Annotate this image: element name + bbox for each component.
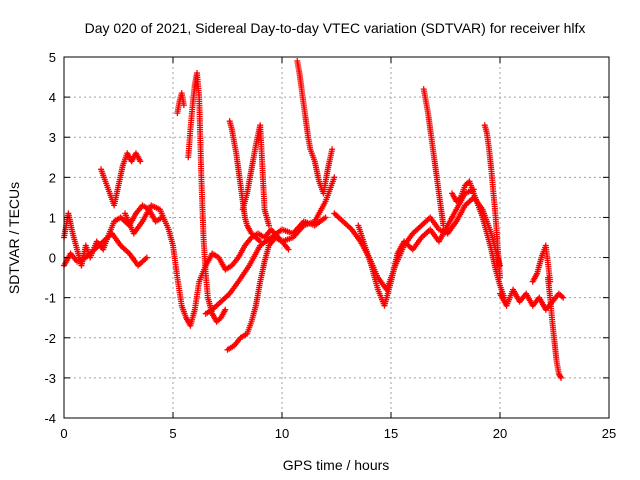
data-series-arc-14 <box>420 86 447 229</box>
data-layer <box>61 58 567 381</box>
y-tick-label: -3 <box>44 371 56 386</box>
data-point <box>143 254 150 261</box>
x-axis-label: GPS time / hours <box>283 457 390 473</box>
data-point <box>329 146 336 153</box>
data-point <box>180 102 187 109</box>
data-series-arc-5 <box>174 90 187 117</box>
y-tick-label: -4 <box>44 411 56 426</box>
data-point <box>322 214 329 221</box>
x-tick-label: 15 <box>384 426 398 441</box>
y-tick-label: 2 <box>49 170 56 185</box>
data-point <box>557 373 564 380</box>
y-tick-label: -2 <box>44 331 56 346</box>
data-point <box>222 306 229 313</box>
data-series-arc-11 <box>294 58 336 197</box>
data-point <box>440 222 447 229</box>
x-tick-label: 20 <box>493 426 507 441</box>
data-series-arc-19 <box>544 274 565 381</box>
y-tick-label: 5 <box>49 50 56 65</box>
data-point <box>558 374 565 381</box>
y-tick-label: 0 <box>49 251 56 266</box>
data-point <box>285 246 292 253</box>
x-tick-label: 0 <box>60 426 67 441</box>
y-tick-label: 4 <box>49 90 56 105</box>
y-tick-label: 3 <box>49 130 56 145</box>
data-point <box>497 274 503 281</box>
grid-layer <box>64 57 609 418</box>
y-tick-label: 1 <box>49 210 56 225</box>
chart-title: Day 020 of 2021, Sidereal Day-to-day VTE… <box>85 20 586 36</box>
data-series-arc-3 <box>98 150 144 209</box>
x-tick-label: 25 <box>602 426 616 441</box>
data-series-arc-8 <box>224 234 292 353</box>
tick-layer: -4 -3 -2 -1 0 1 2 3 4 5 0 5 10 15 20 25 <box>44 50 616 441</box>
y-axis-label: SDTVAR / TECUs <box>6 182 22 294</box>
data-series-arc-13 <box>355 186 477 309</box>
data-series-arc-10 <box>239 122 272 229</box>
data-series-arc-7 <box>202 214 329 317</box>
x-tick-label: 10 <box>275 426 289 441</box>
data-point <box>137 158 144 165</box>
data-series-arc-16 <box>481 122 503 281</box>
y-tick-label: -1 <box>44 291 56 306</box>
data-point <box>257 238 264 245</box>
x-tick-label: 5 <box>169 426 176 441</box>
data-point <box>265 222 272 229</box>
data-point <box>497 262 503 269</box>
plot-frame <box>63 56 610 419</box>
data-point <box>560 294 567 301</box>
data-point <box>331 174 338 181</box>
